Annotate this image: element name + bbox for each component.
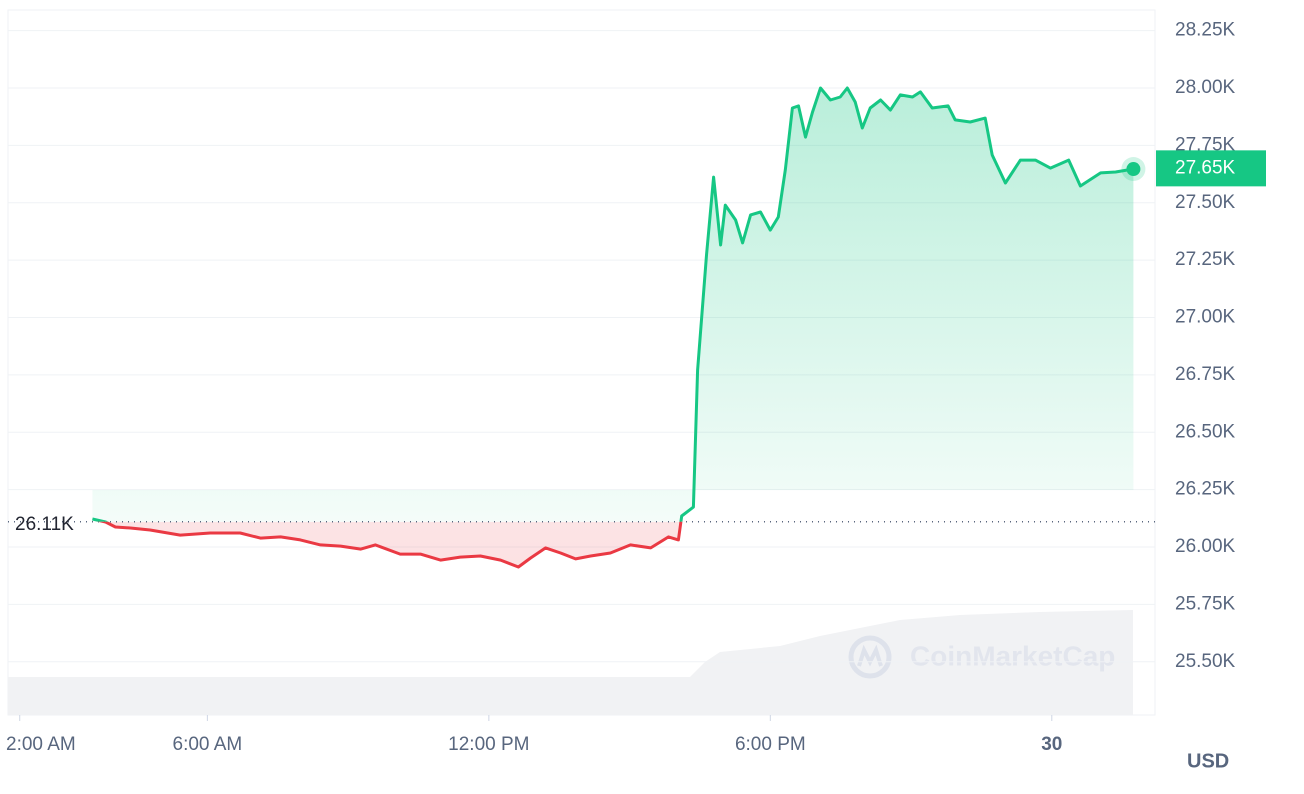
volume-backdrop xyxy=(8,610,1133,715)
y-tick-label: 28.25K xyxy=(1175,20,1236,41)
x-tick-label: 6:00 AM xyxy=(173,734,243,755)
current-price-label: 27.65K xyxy=(1175,157,1236,178)
price-line-down xyxy=(97,521,683,569)
area-up xyxy=(92,88,1134,522)
price-line-up xyxy=(92,86,1134,522)
end-dot xyxy=(1126,162,1141,177)
y-tick-label: 27.00K xyxy=(1175,307,1236,328)
y-tick-label: 26.75K xyxy=(1175,364,1236,385)
y-tick-label: 27.75K xyxy=(1175,134,1236,155)
y-tick-label: 27.50K xyxy=(1175,192,1236,213)
x-tick-label: 30 xyxy=(1041,734,1062,755)
y-tick-label: 26.50K xyxy=(1175,421,1236,442)
area-down xyxy=(92,521,1134,567)
y-tick-label: 27.25K xyxy=(1175,249,1236,270)
currency-label: USD xyxy=(1187,750,1229,772)
x-tick-label: 2:00 AM xyxy=(6,734,76,755)
x-tick-label: 6:00 PM xyxy=(735,734,806,755)
current-price-box xyxy=(1156,150,1266,187)
x-tick-label: 12:00 PM xyxy=(448,734,529,755)
reference-label: 26.11K xyxy=(15,514,74,535)
y-tick-label: 25.75K xyxy=(1175,593,1236,614)
y-tick-label: 28.00K xyxy=(1175,77,1236,98)
y-tick-label: 26.25K xyxy=(1175,479,1236,500)
watermark-text: CoinMarketCap xyxy=(910,640,1115,671)
y-tick-label: 26.00K xyxy=(1175,536,1236,557)
watermark: CoinMarketCap xyxy=(848,635,1115,679)
y-tick-label: 25.50K xyxy=(1175,651,1236,672)
